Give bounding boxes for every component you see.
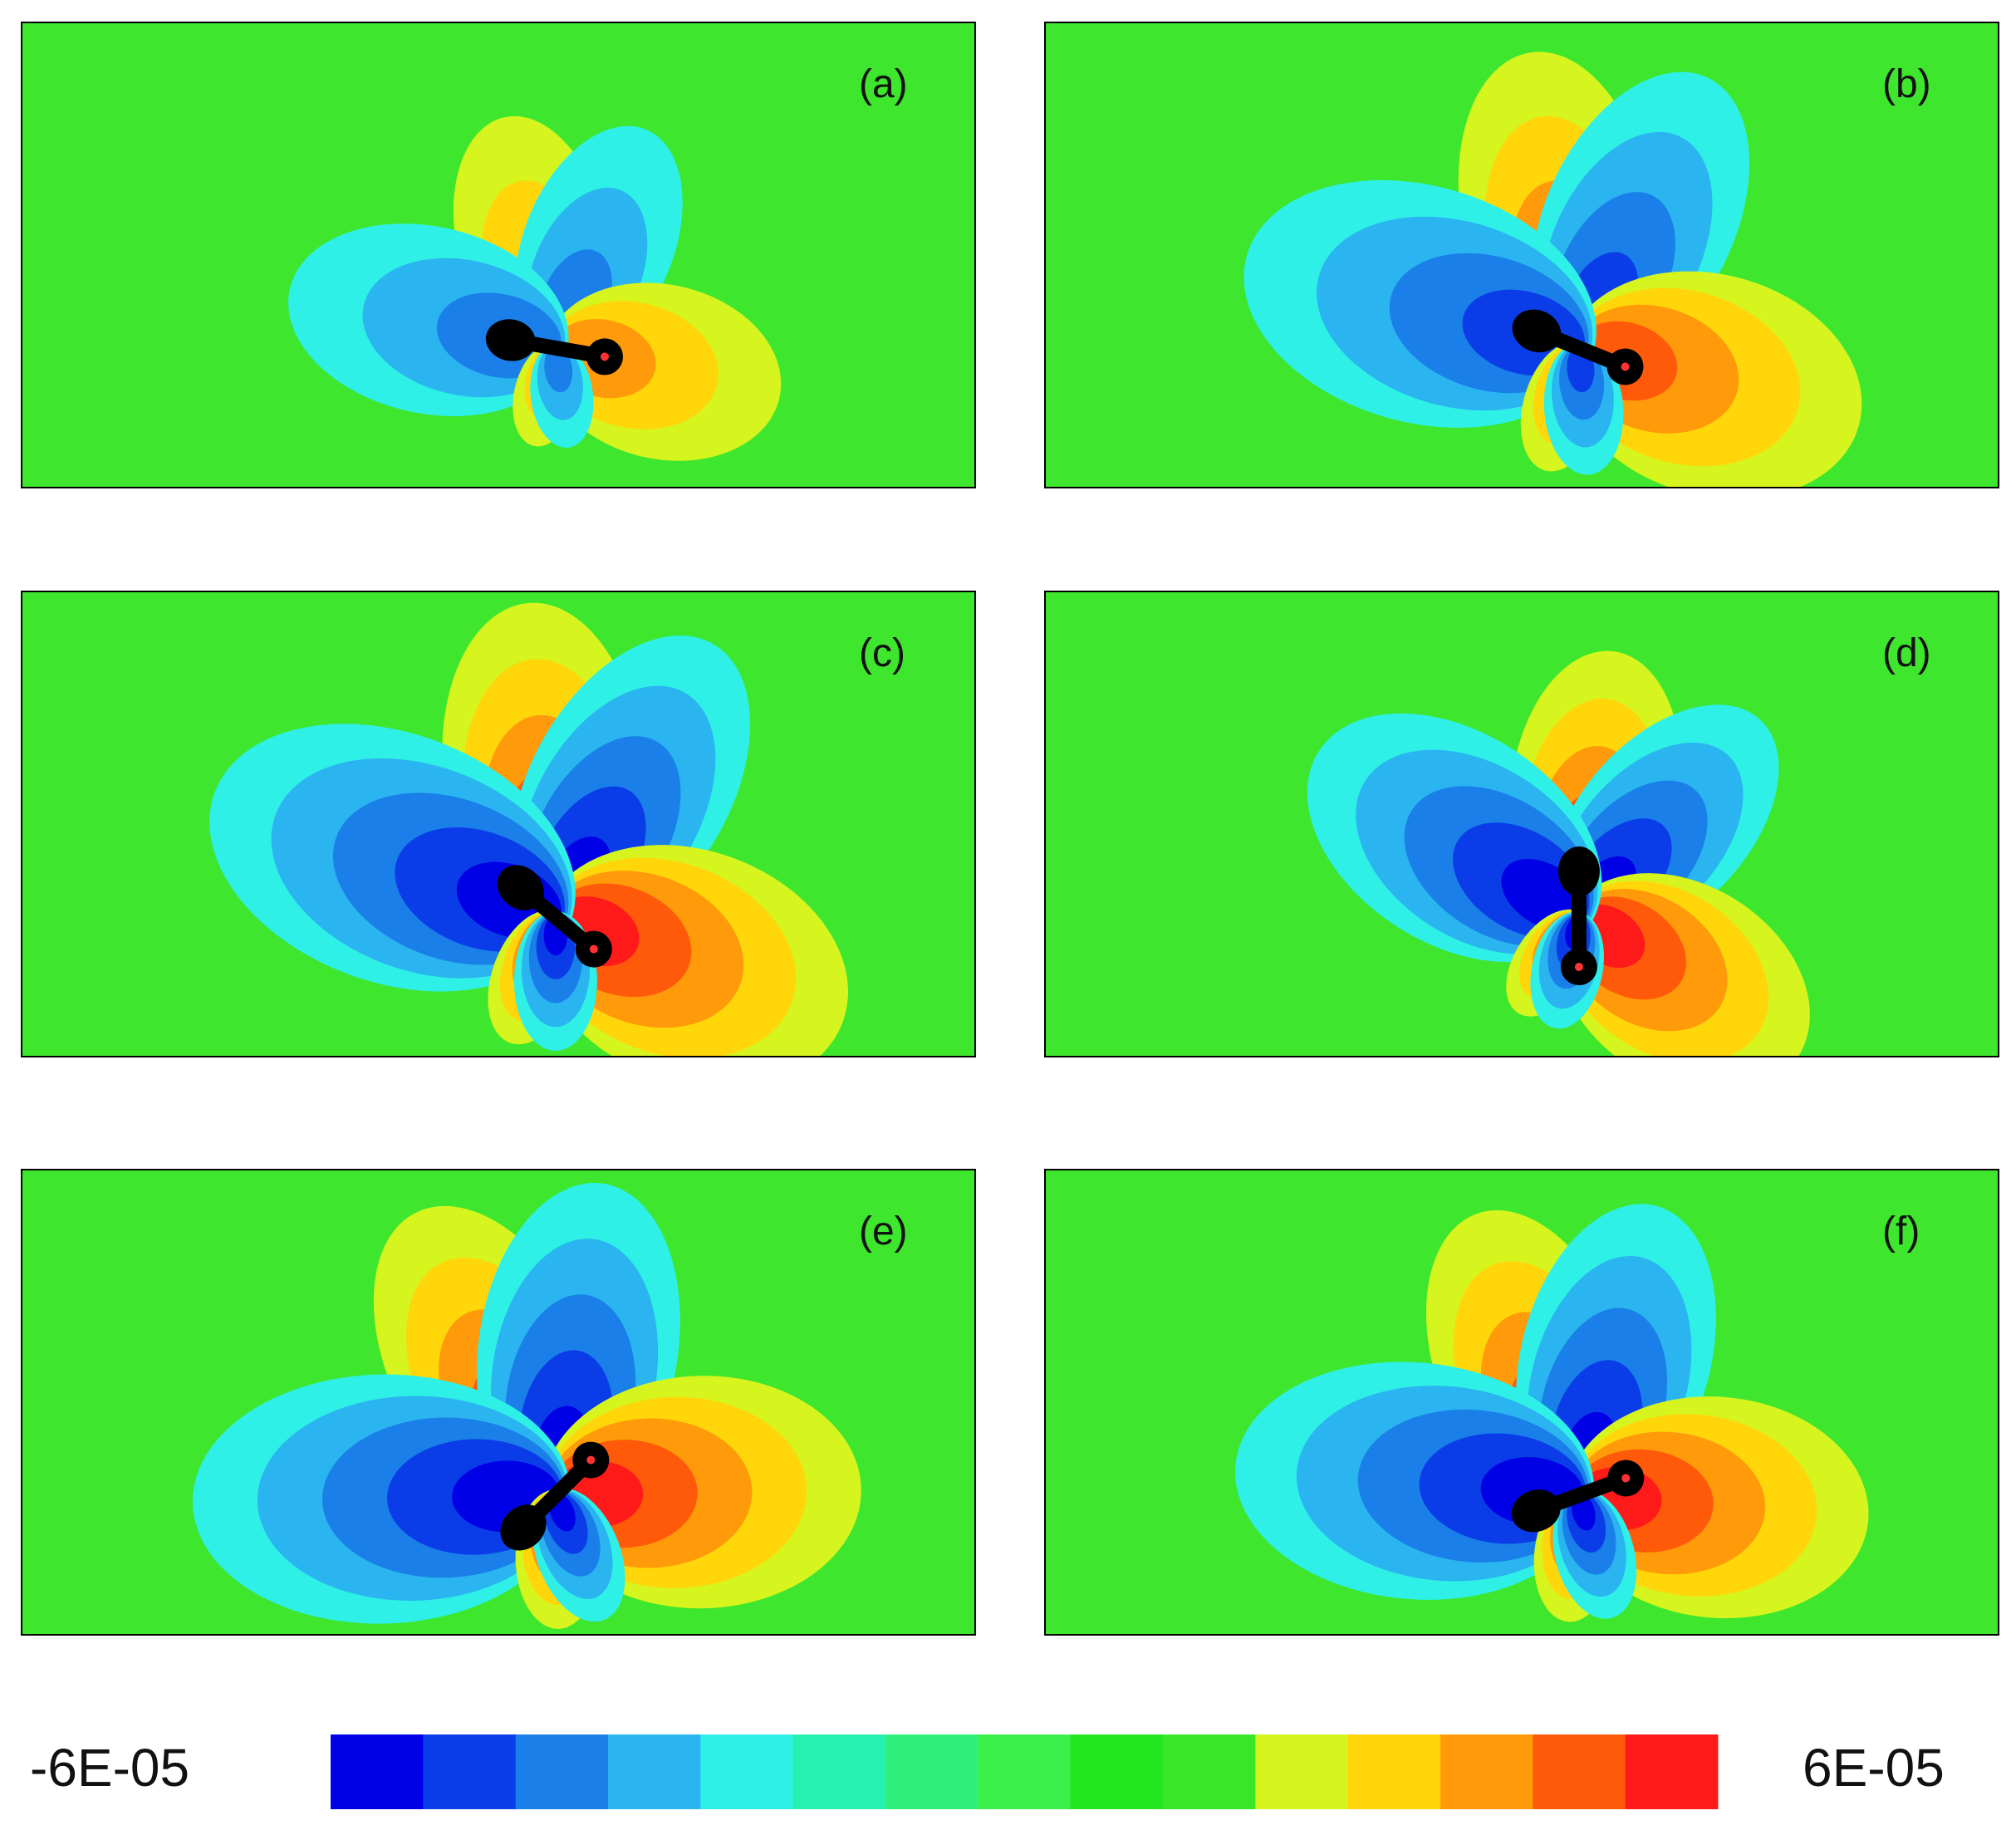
colorbar-swatch xyxy=(1533,1734,1626,1809)
colorbar-swatch xyxy=(1163,1734,1256,1809)
colorbar-swatches xyxy=(331,1734,1719,1809)
rod-head xyxy=(500,1504,547,1551)
rod-head xyxy=(497,865,544,910)
panel-label: (b) xyxy=(1882,62,1931,106)
rod-pivot-dot xyxy=(589,944,598,954)
contour-field xyxy=(1045,1170,1999,1635)
colorbar-swatch xyxy=(608,1734,701,1809)
contour-field xyxy=(22,22,975,488)
contour-panel-f: (f) xyxy=(1044,1169,1999,1636)
contour-lobe xyxy=(544,346,573,393)
rod-head xyxy=(1512,309,1562,353)
panel-label: (d) xyxy=(1882,631,1931,675)
contour-field xyxy=(1045,22,1999,488)
rod-pivot-dot xyxy=(600,352,609,361)
panel-frame xyxy=(21,1169,976,1636)
rod-shape xyxy=(1511,1460,1645,1533)
contour-panel-c: (c) xyxy=(21,591,976,1057)
contour-panel-d: (d) xyxy=(1044,591,1999,1057)
contour-field xyxy=(1045,591,1999,1057)
colorbar-swatch xyxy=(700,1734,794,1809)
panel-frame xyxy=(1044,591,1999,1057)
rod-head xyxy=(1557,846,1600,896)
rod-pivot-dot xyxy=(1621,1474,1631,1483)
colorbar-max-label: 6E-05 xyxy=(1803,1738,1945,1798)
contour-panel-e: (e) xyxy=(21,1169,976,1636)
panel-label: (e) xyxy=(859,1209,908,1254)
colorbar-swatch xyxy=(885,1734,979,1809)
rod-shape xyxy=(485,319,623,375)
colorbar-min-label: -6E-05 xyxy=(30,1738,189,1798)
colorbar-swatch xyxy=(792,1734,886,1809)
colorbar: -6E-05 6E-05 xyxy=(30,1734,1945,1809)
contour-panel-b: (b) xyxy=(1044,22,1999,488)
rod-head xyxy=(485,319,536,361)
rod-head xyxy=(1511,1489,1561,1533)
contour-panel-a: (a) xyxy=(21,22,976,488)
rod-pivot-dot xyxy=(1621,362,1630,371)
rod-pivot-dot xyxy=(1574,963,1583,971)
rod-shape xyxy=(1512,309,1644,385)
colorbar-swatch xyxy=(978,1734,1072,1809)
colorbar-swatch xyxy=(1440,1734,1533,1809)
colorbar-swatch xyxy=(1255,1734,1349,1809)
panel-frame xyxy=(1044,22,1999,488)
panel-frame xyxy=(1044,1169,1999,1636)
colorbar-swatch xyxy=(1625,1734,1719,1809)
contour-field xyxy=(22,591,975,1057)
colorbar-swatch xyxy=(423,1734,517,1809)
panel-label: (f) xyxy=(1882,1209,1920,1254)
colorbar-swatch xyxy=(515,1734,609,1809)
colorbar-swatch xyxy=(1070,1734,1164,1809)
panel-frame xyxy=(21,22,976,488)
panel-label: (c) xyxy=(859,631,905,675)
rod-pivot-dot xyxy=(586,1455,596,1464)
contour-field xyxy=(22,1170,975,1635)
rod-shape xyxy=(1557,846,1600,985)
colorbar-swatch xyxy=(331,1734,424,1809)
rod-shape xyxy=(497,865,612,968)
panel-frame xyxy=(21,591,976,1057)
panel-label: (a) xyxy=(859,62,908,106)
colorbar-swatch xyxy=(1347,1734,1441,1809)
rod-shape xyxy=(500,1441,610,1551)
